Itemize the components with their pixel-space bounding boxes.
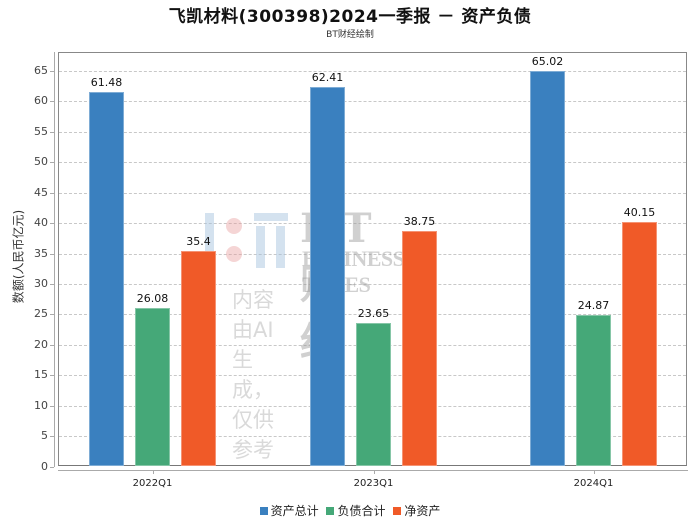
y-tick-label: 50 xyxy=(34,155,48,168)
bar-value-label: 65.02 xyxy=(531,54,564,68)
y-tick-label: 40 xyxy=(34,216,48,229)
chart-subtitle: BT财经绘制 xyxy=(326,30,374,40)
gridline xyxy=(59,132,686,133)
y-tick-mark xyxy=(50,467,54,468)
legend-item-net-assets[interactable]: 净资产 xyxy=(393,502,440,519)
legend-swatch-icon xyxy=(393,506,402,515)
y-tick-mark xyxy=(50,314,54,315)
bar-2023Q1-1[interactable] xyxy=(356,322,391,467)
x-axis-line xyxy=(58,470,688,471)
y-tick-mark xyxy=(50,436,54,437)
legend-item-total-assets[interactable]: 资产总计 xyxy=(259,502,319,519)
y-tick-label: 30 xyxy=(34,277,48,290)
bar-value-label: 35.4 xyxy=(186,235,211,249)
legend-item-total-liabilities[interactable]: 负债合计 xyxy=(326,502,386,519)
y-tick-label: 5 xyxy=(41,429,48,442)
gridline xyxy=(59,71,686,72)
x-tick-mark xyxy=(373,470,375,474)
bar-value-label: 38.75 xyxy=(403,214,436,228)
bar-value-label: 26.08 xyxy=(136,291,169,305)
y-tick-label: 20 xyxy=(34,338,48,351)
y-tick-label: 60 xyxy=(34,94,48,107)
legend-label: 资产总计 xyxy=(270,504,319,518)
gridline xyxy=(59,254,686,255)
y-tick-label: 0 xyxy=(41,460,48,473)
legend-label: 净资产 xyxy=(404,504,441,518)
bar-2022Q1-1[interactable] xyxy=(135,307,170,467)
y-tick-mark xyxy=(50,406,54,407)
legend: 资产总计 负债合计 净资产 xyxy=(0,502,700,519)
x-tick-label: 2023Q1 xyxy=(353,478,394,489)
gridline xyxy=(59,101,686,102)
bar-value-label: 24.87 xyxy=(577,299,610,313)
legend-swatch-icon xyxy=(326,506,335,515)
y-tick-label: 45 xyxy=(34,186,48,199)
y-tick-label: 55 xyxy=(34,125,48,138)
y-tick-mark xyxy=(50,132,54,133)
x-tick-mark xyxy=(152,470,154,474)
bar-value-label: 23.65 xyxy=(357,306,390,320)
bar-2023Q1-2[interactable] xyxy=(402,230,437,467)
y-tick-mark xyxy=(50,71,54,72)
x-tick-label: 2022Q1 xyxy=(132,478,173,489)
gridline xyxy=(59,314,686,315)
y-axis-line xyxy=(54,52,55,467)
bar-2023Q1-0[interactable] xyxy=(310,86,345,467)
legend-label: 负债合计 xyxy=(337,504,386,518)
y-tick-label: 15 xyxy=(34,368,48,381)
gridline xyxy=(59,284,686,285)
chart-title: 飞凯材料(300398)2024一季报 － 资产负债 xyxy=(168,7,532,27)
legend-swatch-icon xyxy=(259,506,268,515)
y-tick-label: 25 xyxy=(34,307,48,320)
bar-2024Q1-2[interactable] xyxy=(622,222,657,467)
y-tick-mark xyxy=(50,162,54,163)
y-tick-mark xyxy=(50,345,54,346)
gridline xyxy=(59,162,686,163)
bar-2024Q1-1[interactable] xyxy=(576,315,611,467)
y-tick-label: 65 xyxy=(34,64,48,77)
y-tick-mark xyxy=(50,375,54,376)
y-tick-mark xyxy=(50,254,54,255)
x-tick-label: 2024Q1 xyxy=(573,478,614,489)
x-tick-mark xyxy=(593,470,595,474)
bar-value-label: 40.15 xyxy=(623,206,656,220)
gridline xyxy=(59,193,686,194)
y-tick-mark xyxy=(50,193,54,194)
y-tick-mark xyxy=(50,223,54,224)
y-tick-label: 10 xyxy=(34,399,48,412)
bar-2022Q1-0[interactable] xyxy=(89,92,124,467)
gridline xyxy=(59,223,686,224)
bar-2024Q1-0[interactable] xyxy=(530,70,565,467)
bar-value-label: 62.41 xyxy=(311,70,344,84)
bar-2022Q1-2[interactable] xyxy=(181,251,216,467)
y-tick-mark xyxy=(50,284,54,285)
y-tick-mark xyxy=(50,101,54,102)
y-tick-label: 35 xyxy=(34,247,48,260)
bar-value-label: 61.48 xyxy=(90,76,123,90)
